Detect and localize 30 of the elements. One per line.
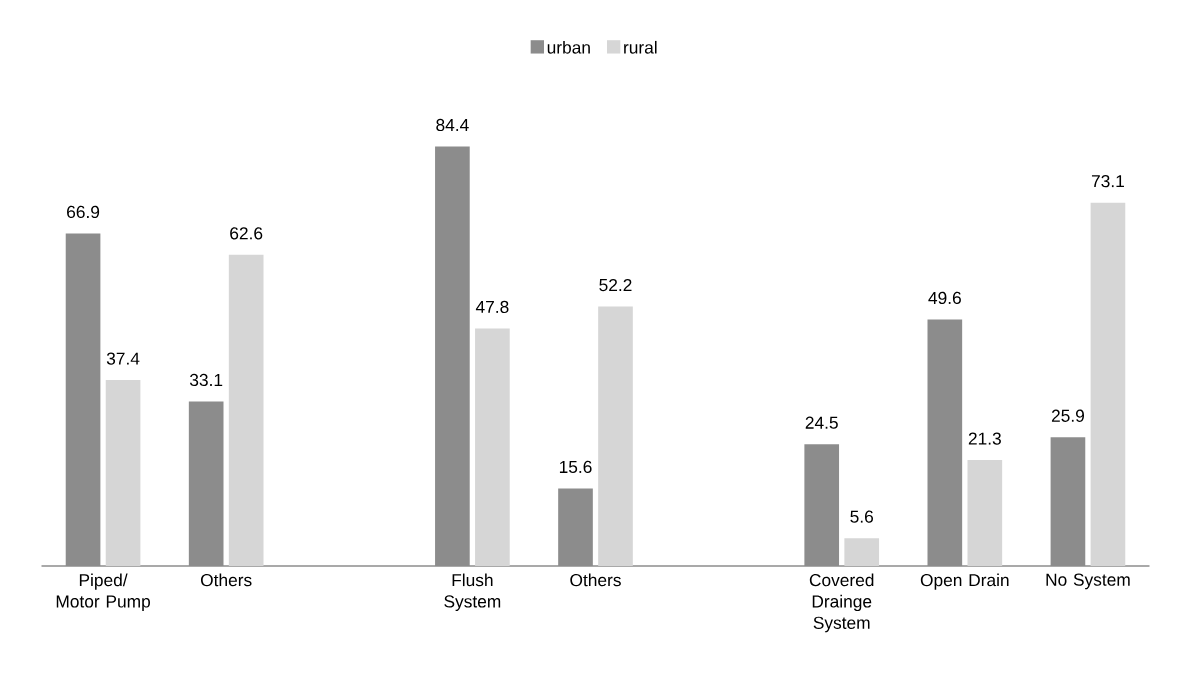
data-label: 5.6 bbox=[850, 510, 874, 523]
data-label: 15.6 bbox=[559, 460, 592, 474]
bar bbox=[967, 460, 1003, 566]
data-label: 62.6 bbox=[230, 227, 263, 240]
data-label: 73.1 bbox=[1091, 175, 1124, 188]
x-tick-label: No System bbox=[1046, 573, 1130, 590]
bar bbox=[598, 306, 633, 566]
bar bbox=[105, 380, 141, 566]
x-tick-label: Others bbox=[200, 573, 252, 587]
data-label: 52.2 bbox=[599, 278, 632, 292]
data-label: 33.1 bbox=[189, 373, 223, 387]
data-label: 25.9 bbox=[1051, 409, 1084, 422]
legend-label: rural bbox=[624, 40, 657, 54]
data-label: 24.5 bbox=[805, 416, 838, 429]
data-label: 37.4 bbox=[106, 352, 140, 365]
data-label: 66.9 bbox=[67, 205, 100, 219]
bar bbox=[475, 328, 510, 566]
data-label: 49.6 bbox=[928, 291, 961, 305]
x-tick-label: Piped/ Motor Pump bbox=[56, 573, 150, 612]
x-tick-label: Others bbox=[570, 573, 621, 587]
x-tick-label: Open Drain bbox=[920, 573, 1009, 590]
data-label: 84.4 bbox=[436, 118, 469, 132]
bar bbox=[844, 538, 880, 566]
x-tick-label: Flush System bbox=[444, 573, 501, 612]
legend-label: urban bbox=[547, 40, 590, 54]
bar bbox=[228, 254, 264, 566]
data-label: 21.3 bbox=[968, 432, 1001, 445]
data-label: 47.8 bbox=[475, 300, 509, 314]
x-tick-label: Covered Drainge System bbox=[809, 573, 874, 633]
bar bbox=[1090, 202, 1126, 566]
